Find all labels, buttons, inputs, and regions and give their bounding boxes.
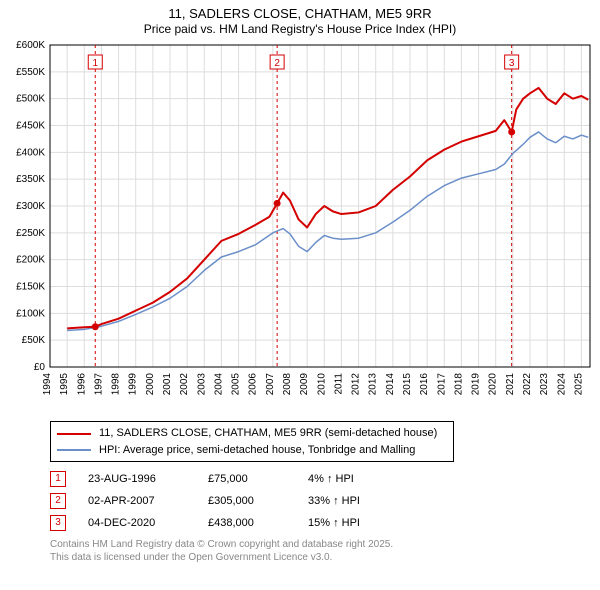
- price-chart: £0 £50K £100K £150K £200K £250K £300K £350K £400…: [0, 37, 600, 417]
- svg-text:2023: 2023: [539, 373, 550, 396]
- svg-text:£150K: £150K: [16, 282, 45, 293]
- svg-text:2016: 2016: [419, 373, 430, 396]
- svg-text:£300K: £300K: [16, 201, 45, 212]
- svg-text:2011: 2011: [333, 373, 344, 395]
- sale-date: 04-DEC-2020: [88, 517, 208, 529]
- svg-text:1995: 1995: [59, 373, 70, 396]
- svg-text:2015: 2015: [402, 373, 413, 396]
- sale-price: £305,000: [208, 495, 308, 507]
- svg-text:1999: 1999: [128, 373, 139, 396]
- svg-text:2001: 2001: [162, 373, 173, 396]
- svg-text:2013: 2013: [368, 373, 379, 396]
- svg-text:1996: 1996: [76, 373, 87, 396]
- svg-text:£350K: £350K: [16, 174, 45, 185]
- svg-text:1994: 1994: [42, 373, 53, 396]
- sale-date: 23-AUG-1996: [88, 473, 208, 485]
- svg-text:1998: 1998: [111, 373, 122, 396]
- sale-hpi: 33% ↑ HPI: [308, 495, 360, 507]
- legend-row: HPI: Average price, semi-detached house,…: [57, 442, 447, 459]
- legend-swatch-2: [57, 449, 91, 451]
- svg-text:£0: £0: [34, 362, 46, 373]
- sale-hpi: 4% ↑ HPI: [308, 473, 354, 485]
- svg-text:2010: 2010: [316, 373, 327, 396]
- svg-text:2002: 2002: [179, 373, 190, 396]
- legend-row: 11, SADLERS CLOSE, CHATHAM, ME5 9RR (sem…: [57, 425, 447, 442]
- svg-text:£500K: £500K: [16, 94, 45, 105]
- sale-price: £438,000: [208, 517, 308, 529]
- chart-title-block: 11, SADLERS CLOSE, CHATHAM, ME5 9RR Pric…: [0, 0, 600, 37]
- sale-price: £75,000: [208, 473, 308, 485]
- sales-list: 1 23-AUG-1996 £75,000 4% ↑ HPI 2 02-APR-…: [50, 468, 600, 534]
- svg-text:2017: 2017: [436, 373, 447, 396]
- svg-text:£450K: £450K: [16, 121, 45, 132]
- svg-text:2024: 2024: [556, 373, 567, 396]
- svg-text:£100K: £100K: [16, 309, 45, 320]
- svg-text:1997: 1997: [93, 373, 104, 396]
- svg-text:2012: 2012: [351, 373, 362, 396]
- svg-text:2: 2: [274, 58, 280, 69]
- svg-text:2009: 2009: [299, 373, 310, 396]
- sale-marker-num: 1: [55, 474, 61, 484]
- legend-label-1: 11, SADLERS CLOSE, CHATHAM, ME5 9RR (sem…: [99, 425, 437, 442]
- svg-text:£550K: £550K: [16, 67, 45, 78]
- svg-text:£250K: £250K: [16, 228, 45, 239]
- license-text: Contains HM Land Registry data © Crown c…: [50, 538, 600, 564]
- svg-text:2005: 2005: [231, 373, 242, 396]
- svg-text:3: 3: [509, 58, 515, 69]
- svg-text:£600K: £600K: [16, 40, 45, 51]
- svg-text:2019: 2019: [471, 373, 482, 396]
- svg-text:2007: 2007: [265, 373, 276, 396]
- legend-swatch-1: [57, 433, 91, 435]
- license-line2: This data is licensed under the Open Gov…: [50, 551, 600, 564]
- svg-text:2014: 2014: [385, 373, 396, 396]
- sale-hpi: 15% ↑ HPI: [308, 517, 360, 529]
- sale-row: 2 02-APR-2007 £305,000 33% ↑ HPI: [50, 490, 600, 512]
- svg-text:2003: 2003: [196, 373, 207, 396]
- title-line2: Price paid vs. HM Land Registry's House …: [0, 22, 600, 37]
- sale-marker-num: 3: [55, 518, 61, 528]
- chart-legend: 11, SADLERS CLOSE, CHATHAM, ME5 9RR (sem…: [50, 421, 454, 462]
- svg-text:2008: 2008: [282, 373, 293, 396]
- sale-row: 3 04-DEC-2020 £438,000 15% ↑ HPI: [50, 512, 600, 534]
- sale-marker-num: 2: [55, 496, 61, 506]
- sale-marker-box: 2: [50, 493, 66, 509]
- svg-text:£200K: £200K: [16, 255, 45, 266]
- svg-text:2020: 2020: [488, 373, 499, 396]
- legend-label-2: HPI: Average price, semi-detached house,…: [99, 442, 415, 459]
- svg-text:2000: 2000: [145, 373, 156, 396]
- svg-text:2022: 2022: [522, 373, 533, 396]
- svg-text:2025: 2025: [573, 373, 584, 396]
- svg-text:1: 1: [92, 58, 98, 69]
- sale-marker-box: 1: [50, 471, 66, 487]
- license-line1: Contains HM Land Registry data © Crown c…: [50, 538, 600, 551]
- svg-text:2021: 2021: [505, 373, 516, 396]
- sale-date: 02-APR-2007: [88, 495, 208, 507]
- svg-text:2004: 2004: [213, 373, 224, 396]
- title-line1: 11, SADLERS CLOSE, CHATHAM, ME5 9RR: [0, 6, 600, 22]
- svg-text:£50K: £50K: [22, 335, 46, 346]
- svg-text:£400K: £400K: [16, 148, 45, 159]
- svg-text:2018: 2018: [453, 373, 464, 396]
- sale-marker-box: 3: [50, 515, 66, 531]
- svg-text:2006: 2006: [248, 373, 259, 396]
- sale-row: 1 23-AUG-1996 £75,000 4% ↑ HPI: [50, 468, 600, 490]
